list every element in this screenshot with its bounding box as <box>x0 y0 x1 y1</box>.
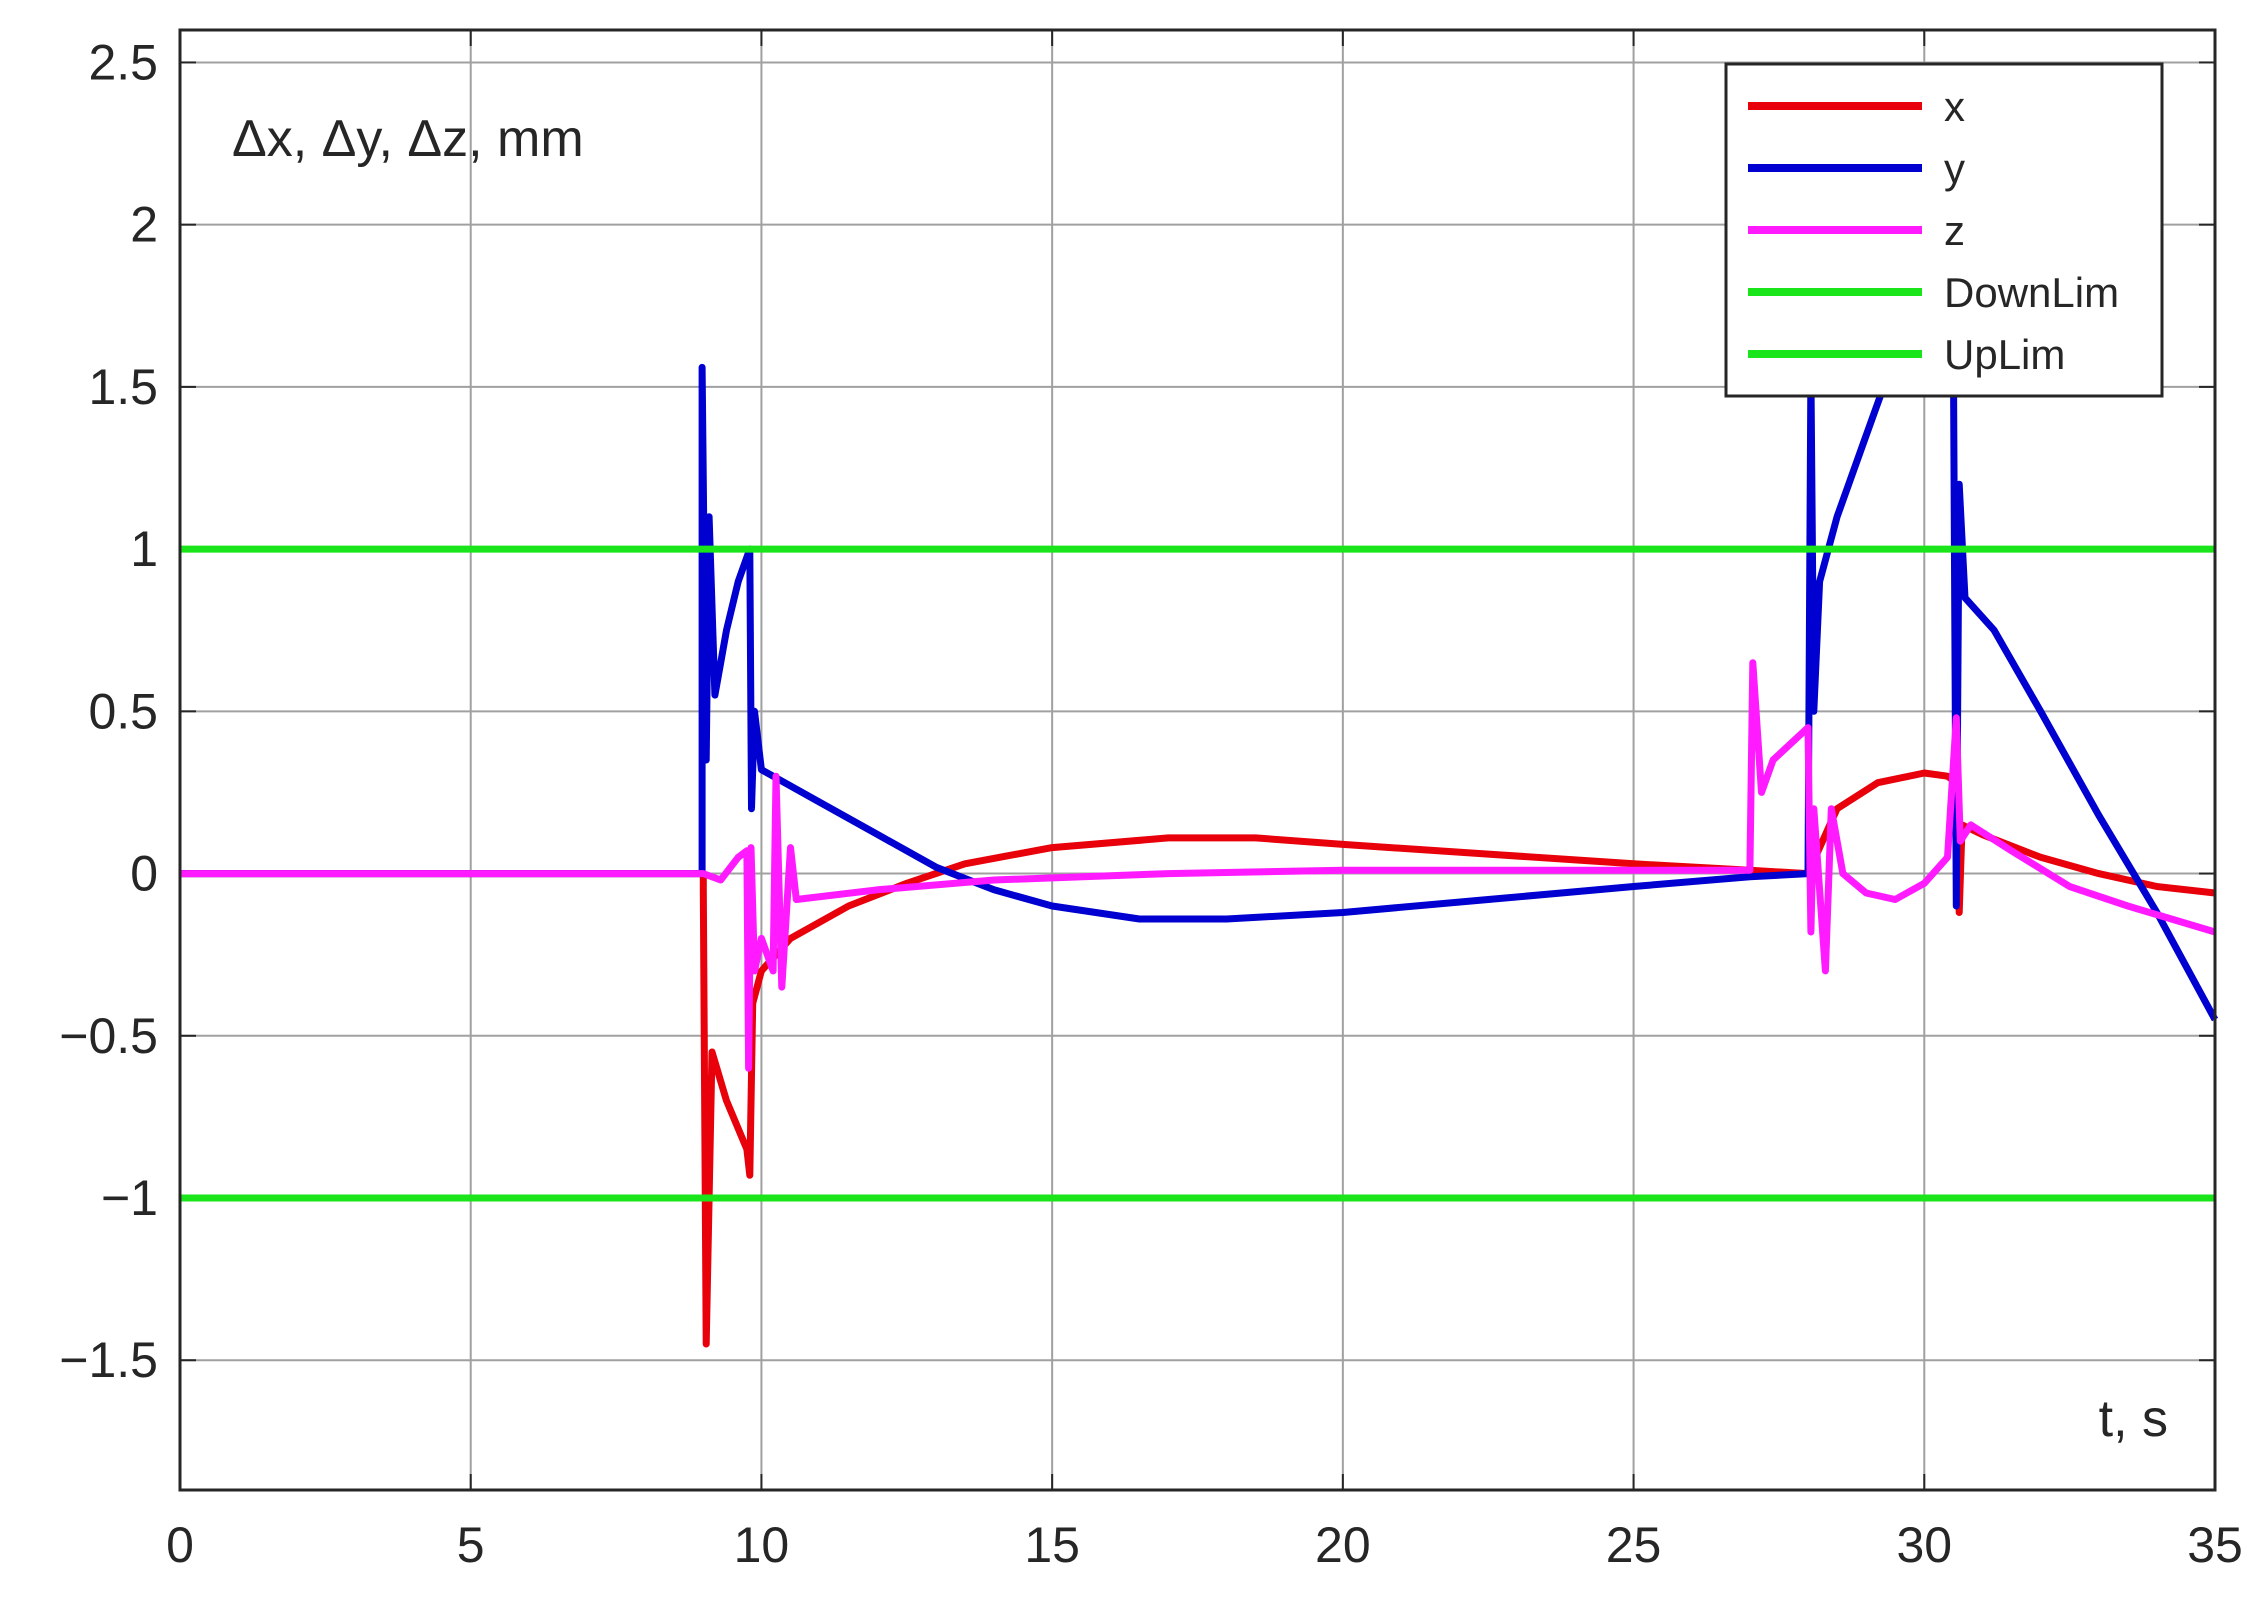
y-tick-label: 1 <box>130 521 158 577</box>
y-tick-label: 1.5 <box>88 359 158 415</box>
series-line-z <box>180 659 2217 1072</box>
y-tick-label: 2 <box>130 197 158 253</box>
x-tick-label: 20 <box>1315 1517 1371 1573</box>
legend-label: x <box>1944 83 1965 130</box>
series-lines <box>180 350 2219 1348</box>
plot-frame <box>178 28 2217 1492</box>
x-tick-label: 5 <box>457 1517 485 1573</box>
x-tick-label: 0 <box>166 1517 194 1573</box>
y-tick-label: −1.5 <box>59 1332 158 1388</box>
legend-label: DownLim <box>1944 269 2119 316</box>
series-line-y <box>180 350 2219 1022</box>
series-line-x <box>180 769 2216 1348</box>
y-tick-label: 0 <box>130 846 158 902</box>
x-tick-label: 30 <box>1896 1517 1952 1573</box>
axis-ticks: 0 5 10 15 20 25 30 35 2.5 2 1.5 1 0.5 0 −0.5 −1 −1.5 <box>59 30 2243 1573</box>
legend-label: y <box>1944 145 1965 192</box>
y-tick-label: −1 <box>101 1170 158 1226</box>
legend-label: z <box>1944 207 1965 254</box>
x-tick-label: 35 <box>2187 1517 2243 1573</box>
x-tick-label: 25 <box>1606 1517 1662 1573</box>
y-axis-label: Δx, Δy, Δz, mm <box>232 110 584 168</box>
legend-label: UpLim <box>1944 331 2065 378</box>
x-tick-label: 15 <box>1024 1517 1080 1573</box>
x-axis-label: t, s <box>2099 1390 2168 1448</box>
x-tick-label: 10 <box>734 1517 790 1573</box>
y-tick-label: 0.5 <box>88 683 158 739</box>
y-tick-label: 2.5 <box>88 34 158 90</box>
y-tick-label: −0.5 <box>59 1008 158 1064</box>
legend: xyz DownLim UpLim <box>1724 62 2164 398</box>
